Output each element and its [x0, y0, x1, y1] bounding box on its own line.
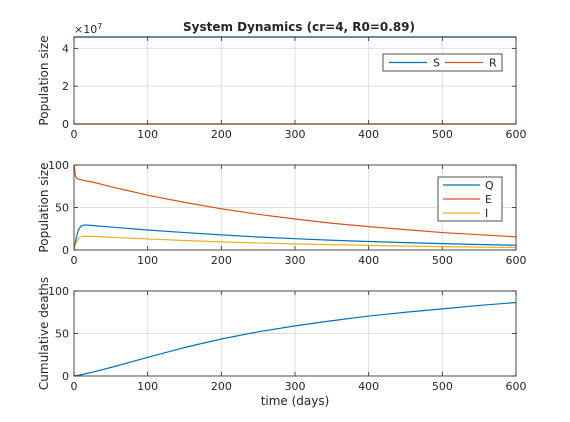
tick-label-y: 4: [62, 42, 69, 55]
y-axis-label: Cumulative deaths: [37, 277, 51, 390]
legend-label-e: E: [485, 193, 492, 206]
tick-label-x: 400: [358, 128, 379, 141]
tick-label-x: 200: [211, 128, 232, 141]
y-axis-label: Population size: [37, 35, 51, 125]
tick-label-y: 50: [55, 202, 69, 215]
tick-label-x: 300: [285, 380, 306, 393]
tick-label-x: 400: [358, 254, 379, 267]
y-multiplier-exponent: 7: [97, 22, 102, 31]
legend-label-q: Q: [485, 179, 494, 192]
y-multiplier-base: ×10: [74, 23, 97, 36]
tick-label-x: 500: [432, 128, 453, 141]
tick-label-y: 2: [62, 80, 69, 93]
tick-label-y: 50: [55, 328, 69, 341]
legend-label-s: S: [433, 57, 440, 70]
axes-box: [73, 36, 517, 125]
tick-label-x: 600: [506, 254, 527, 267]
axes-box: [73, 164, 517, 251]
legend: QEI: [437, 176, 503, 222]
series-line-e: [74, 164, 516, 238]
x-axis-label: time (days): [261, 394, 330, 408]
tick-label-x: 300: [285, 128, 306, 141]
tick-label-x: 200: [211, 380, 232, 393]
tick-label-x: 400: [358, 380, 379, 393]
y-axis-label: Population size: [37, 162, 51, 252]
tick-label-x: 600: [506, 380, 527, 393]
legend-label-i: I: [485, 207, 488, 220]
series-line-i: [74, 235, 516, 251]
tick-label-x: 300: [285, 254, 306, 267]
tick-label-x: 500: [432, 380, 453, 393]
axes-1: 0 100 200 300 400 500 600 0 2 4 Population size Sys…: [37, 20, 527, 141]
y-multiplier: ×107: [74, 22, 102, 36]
tick-label-y: 0: [62, 370, 69, 383]
tick-label-x: 600: [506, 128, 527, 141]
tick-label-x: 0: [71, 254, 78, 267]
tick-label-x: 0: [71, 128, 78, 141]
tick-label-x: 100: [137, 128, 158, 141]
legend-label-r: R: [489, 57, 497, 70]
tick-label-x: 500: [432, 254, 453, 267]
axes-box: [73, 290, 517, 377]
tick-label-y: 0: [62, 244, 69, 257]
series-line-deaths: [74, 301, 516, 377]
tick-label-y: 100: [48, 285, 69, 298]
tick-label-y: 100: [48, 159, 69, 172]
legend-box: [382, 53, 503, 72]
tick-label-x: 200: [211, 254, 232, 267]
series-line-q: [74, 224, 516, 251]
tick-label-y: 0: [62, 118, 69, 131]
chart-title: System Dynamics (cr=4, R0=0.89): [183, 20, 415, 34]
tick-label-x: 0: [71, 380, 78, 393]
tick-label-x: 100: [137, 380, 158, 393]
tick-label-x: 100: [137, 254, 158, 267]
